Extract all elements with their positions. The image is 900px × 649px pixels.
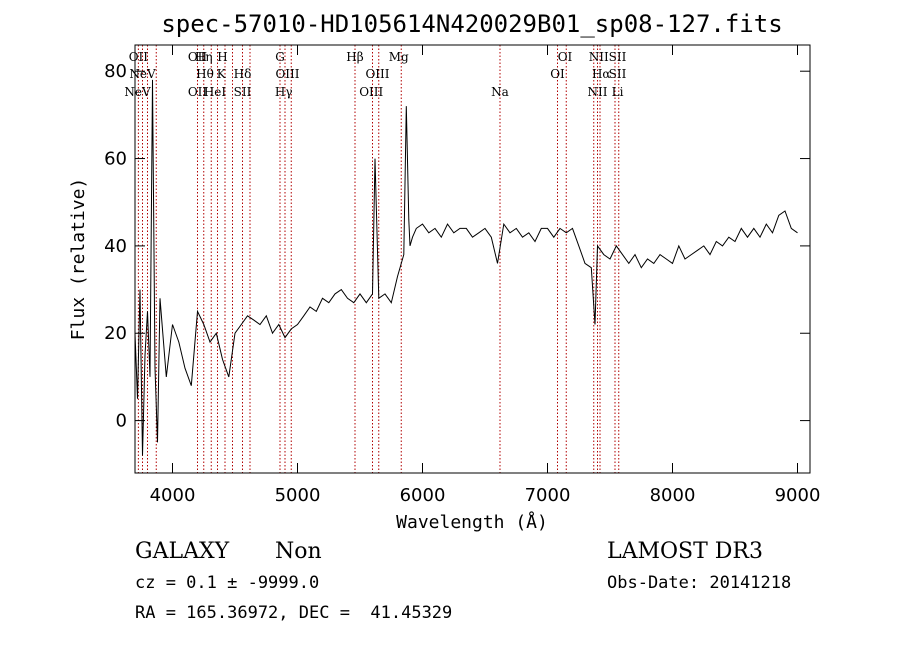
y-axis-ticks: 0 20 40 60 80 [104, 61, 810, 432]
x-tick-label-6000: 6000 [400, 485, 446, 506]
spectral-line-label-21: OI [550, 67, 565, 81]
y-tick-label-0: 0 [116, 411, 127, 432]
spectral-line-label-24: Hα [592, 67, 611, 81]
redshift-text: cz = 0.1 ± -9999.0 [135, 573, 320, 593]
survey-label: LAMOST DR3 [607, 539, 763, 564]
spectral-line-label-11: SII [234, 85, 252, 99]
spectral-line-label-2: NeV [124, 85, 151, 99]
x-axis-label: Wavelength (Å) [396, 511, 548, 533]
spectral-line-label-7: K [217, 67, 227, 81]
x-tick-label-4000: 4000 [150, 485, 196, 506]
spectral-line-label-4: Hη [195, 50, 213, 64]
y-tick-label-40: 40 [104, 236, 127, 257]
spectral-line-label-18: OIII [359, 85, 383, 99]
spectral-line-label-17: OIII [365, 67, 389, 81]
spectral-line-label-26: NII [588, 85, 608, 99]
spectral-line-label-15: Hβ [346, 50, 363, 64]
x-tick-label-9000: 9000 [775, 485, 821, 506]
spectral-line-label-23: SII [609, 50, 627, 64]
obs-date-text: Obs-Date: 20141218 [607, 573, 792, 593]
spectral-line-label-16: Mg [389, 50, 409, 64]
spectral-line-label-6: Hθ [196, 67, 214, 81]
x-tick-label-7000: 7000 [525, 485, 571, 506]
spectral-line-label-1: NeV [129, 67, 156, 81]
spectral-line-label-5: H [217, 50, 227, 64]
y-tick-label-60: 60 [104, 149, 127, 170]
spectral-line-label-20: OI [558, 50, 573, 64]
plot-frame [134, 44, 811, 474]
x-tick-label-8000: 8000 [650, 485, 696, 506]
spectral-line-markers [137, 45, 620, 473]
spectral-line-label-14: Hγ [275, 85, 293, 99]
y-axis-label: Flux (relative) [68, 178, 89, 341]
y-tick-label-80: 80 [104, 61, 127, 82]
x-axis-ticks: 4000 5000 6000 7000 8000 9000 [150, 45, 821, 506]
x-tick-label-5000: 5000 [275, 485, 321, 506]
spectral-line-label-13: OIII [275, 67, 299, 81]
spectral-line-label-25: SII [609, 67, 627, 81]
spectral-line-label-27: Li [612, 85, 624, 99]
spectral-line-label-9: OII [188, 85, 208, 99]
spectral-line-label-0: OII [129, 50, 149, 64]
spectral-line-label-19: Na [491, 85, 509, 99]
y-tick-label-20: 20 [104, 323, 127, 344]
chart-title: spec-57010-HD105614N420029B01_sp08-127.f… [161, 10, 782, 38]
spectral-line-label-12: G [275, 50, 285, 64]
spectrum-line [134, 79, 798, 456]
spectral-line-label-8: Hδ [234, 67, 252, 81]
ra-dec-text: RA = 165.36972, DEC = 41.45329 [135, 603, 453, 623]
class-label: GALAXY [135, 539, 230, 564]
spectral-line-label-22: NII [589, 50, 609, 64]
spectral-line-label-3: OII [188, 50, 208, 64]
spectral-line-label-10: HeI [204, 85, 227, 99]
subclass-label: Non [275, 539, 322, 564]
